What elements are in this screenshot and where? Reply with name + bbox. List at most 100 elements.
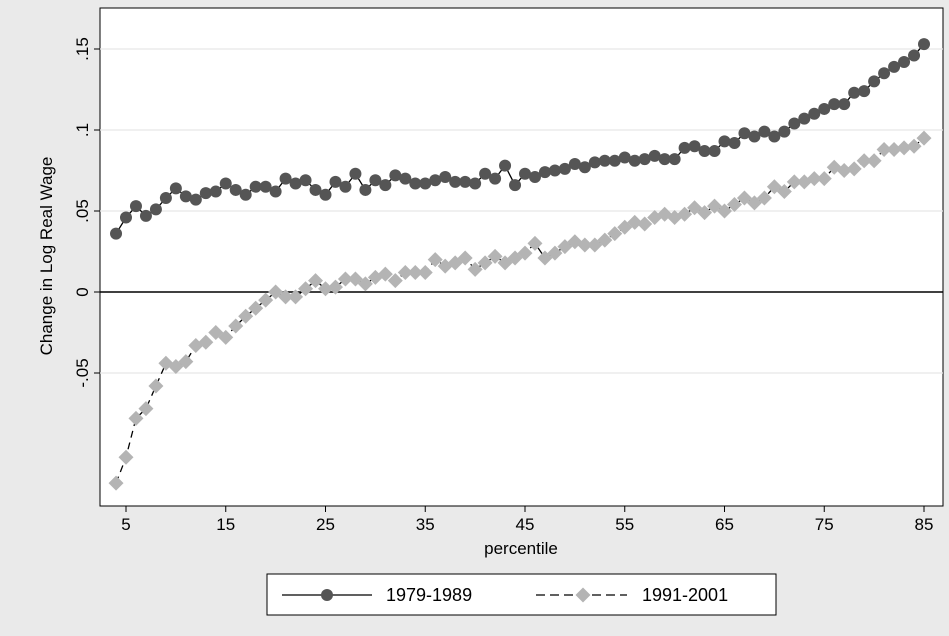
data-point <box>828 98 841 111</box>
data-point <box>519 167 531 180</box>
data-point <box>487 248 503 264</box>
x-tick-label: 65 <box>715 515 734 534</box>
data-point <box>748 130 761 143</box>
data-point <box>299 174 312 187</box>
data-point <box>866 153 882 169</box>
data-point <box>778 125 791 138</box>
data-point <box>149 203 162 216</box>
data-point <box>677 206 693 222</box>
data-point <box>399 172 412 185</box>
data-point <box>389 169 402 182</box>
data-point <box>318 281 333 297</box>
data-point <box>916 130 932 146</box>
data-point <box>898 55 911 68</box>
data-point <box>868 75 881 88</box>
data-point <box>179 190 192 203</box>
x-tick-label: 75 <box>815 515 834 534</box>
x-tick-label: 55 <box>615 515 634 534</box>
data-point <box>269 185 282 198</box>
data-point <box>886 141 902 157</box>
series-line <box>115 137 925 484</box>
data-point <box>439 170 452 183</box>
x-tick-label: 35 <box>416 515 435 534</box>
data-point <box>786 174 802 190</box>
data-point <box>379 179 392 192</box>
data-point <box>198 334 214 350</box>
data-point <box>189 193 202 206</box>
legend-label: 1979-1989 <box>386 585 472 605</box>
data-point <box>349 167 362 180</box>
data-point <box>427 252 443 268</box>
series-1979-1989 <box>110 38 930 240</box>
data-point <box>377 266 393 282</box>
data-point <box>698 145 711 158</box>
data-point <box>846 161 862 177</box>
data-point <box>457 250 473 266</box>
legend-items: 1979-1989 1991-2001 <box>282 585 728 605</box>
data-point <box>717 203 732 219</box>
data-point <box>419 177 432 190</box>
data-point <box>308 273 324 289</box>
data-point <box>309 183 322 196</box>
legend: 1979-1989 1991-2001 <box>266 573 777 616</box>
y-tick-label: .1 <box>73 123 92 137</box>
data-point <box>578 161 591 174</box>
data-point <box>139 209 152 222</box>
data-point <box>788 117 801 130</box>
data-point <box>738 127 751 140</box>
data-point <box>818 102 831 115</box>
data-point <box>449 175 462 188</box>
data-point <box>219 177 232 190</box>
data-point <box>169 182 182 195</box>
data-point <box>607 226 623 242</box>
data-point <box>289 177 302 190</box>
data-point <box>838 98 851 111</box>
data-point <box>627 214 643 230</box>
data-point <box>658 153 671 166</box>
x-tick-label: 45 <box>516 515 535 534</box>
data-point <box>279 172 292 185</box>
y-tick-label: -.05 <box>73 358 92 387</box>
series-1991-2001 <box>108 130 932 491</box>
data-point <box>238 308 254 324</box>
data-point <box>417 265 433 281</box>
data-point <box>918 38 930 51</box>
data-point <box>568 158 581 171</box>
data-point <box>319 188 332 201</box>
data-point <box>120 211 132 224</box>
data-point <box>477 255 493 271</box>
data-point <box>489 172 502 185</box>
data-point <box>548 164 561 177</box>
data-point <box>668 153 681 166</box>
data-point <box>538 166 551 179</box>
data-point <box>618 151 631 164</box>
data-point <box>108 475 124 491</box>
data-point <box>608 154 621 167</box>
legend-label: 1991-2001 <box>642 585 728 605</box>
data-point <box>588 156 601 169</box>
legend-box <box>266 573 777 616</box>
data-point <box>547 245 563 261</box>
data-point <box>697 205 713 221</box>
data-point <box>228 318 244 334</box>
x-axis-title: percentile <box>484 539 558 558</box>
legend-marker <box>321 589 333 601</box>
data-point <box>836 163 852 178</box>
data-point <box>726 197 742 213</box>
data-point <box>128 410 144 426</box>
data-point <box>298 281 314 297</box>
data-point <box>637 216 653 232</box>
data-point <box>888 60 901 73</box>
y-tick-label: .15 <box>73 37 92 61</box>
y-axis: .15 .1 .05 0 -.05 <box>73 37 100 388</box>
data-point <box>258 292 274 308</box>
data-point <box>278 289 294 305</box>
data-point <box>688 140 701 153</box>
data-point <box>678 141 691 154</box>
data-point <box>288 289 304 305</box>
data-point <box>229 183 242 196</box>
series-line <box>115 43 925 235</box>
data-point <box>537 250 553 266</box>
